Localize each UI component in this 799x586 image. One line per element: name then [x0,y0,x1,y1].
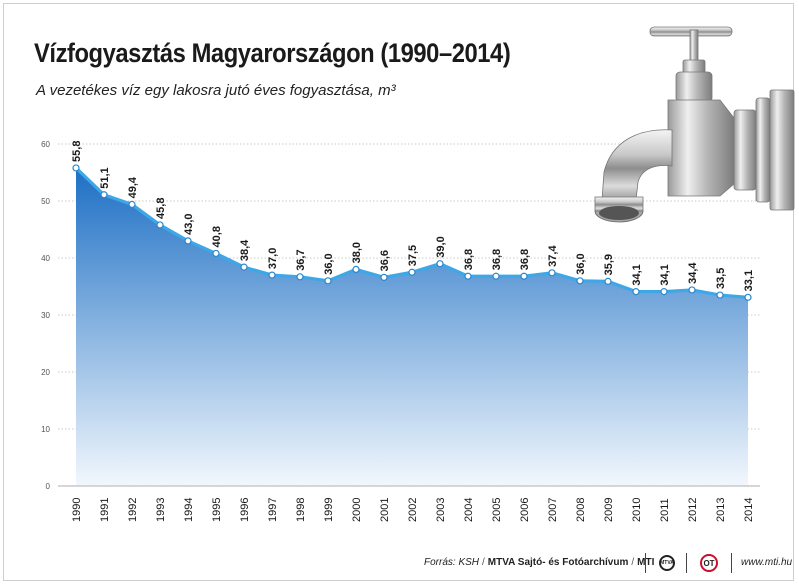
data-label: 37,4 [547,245,559,267]
x-tick-label: 2001 [379,498,391,522]
x-tick-label: 2002 [407,498,419,522]
data-point [380,273,388,281]
data-label: 33,1 [743,270,755,291]
data-point [492,272,500,280]
data-label: 34,1 [631,264,643,285]
data-point [716,291,724,299]
data-label: 39,0 [435,236,447,257]
data-label: 55,8 [71,141,83,162]
data-point [240,263,248,271]
x-tick-label: 1994 [183,498,195,522]
data-point [72,164,80,172]
x-tick-label: 2000 [351,498,363,522]
data-label: 36,0 [323,253,335,274]
source-text: Forrás: KSH [424,557,480,568]
data-point [100,191,108,199]
water-faucet-icon [594,26,795,223]
data-point [352,265,360,273]
x-tick-label: 2013 [715,498,727,522]
data-label: 36,6 [379,250,391,271]
data-point [604,277,612,285]
data-point [184,237,192,245]
data-point [436,260,444,268]
mtva-logo: MTVA [654,554,680,572]
data-point [156,221,164,229]
data-label: 36,8 [463,249,475,270]
data-point [520,272,528,280]
x-tick-label: 2010 [631,498,643,522]
y-tick-label: 20 [41,368,50,377]
x-tick-label: 2007 [547,498,559,522]
data-label: 36,8 [519,249,531,270]
data-point [268,271,276,279]
area-fill [76,167,748,486]
x-tick-label: 2008 [575,498,587,522]
data-point [408,268,416,276]
data-point [576,277,584,285]
data-label: 38,0 [351,242,363,263]
chart-title: Vízfogyasztás Magyarországon (1990–2014) [34,38,511,68]
data-point [744,293,752,301]
x-tick-label: 2004 [463,498,475,522]
website-text: www.mti.hu [741,557,793,568]
x-tick-label: 1995 [211,498,223,522]
y-tick-label: 10 [41,425,50,434]
footer-divider [731,553,732,573]
x-tick-label: 2012 [687,498,699,522]
x-tick-label: 2009 [603,498,615,522]
data-point [688,286,696,294]
data-label: 45,8 [155,198,167,219]
x-tick-label: 1998 [295,498,307,522]
y-tick-label: 0 [46,482,51,491]
x-tick-label: 1996 [239,498,251,522]
data-label: 33,5 [715,268,727,289]
y-tick-label: 30 [41,311,50,320]
y-tick-label: 60 [41,140,50,149]
data-label: 34,4 [687,262,699,284]
data-label: 51,1 [99,167,111,188]
ot-logo: OT [694,554,724,572]
chart-frame [3,3,794,581]
data-label: 36,8 [491,249,503,270]
data-label: 43,0 [183,213,195,234]
data-point [212,249,220,258]
x-tick-label: 1991 [99,498,111,522]
x-tick-label: 1993 [155,498,167,522]
data-point [548,269,556,277]
x-tick-label: 2011 [659,498,671,522]
data-point [296,273,304,281]
data-label: 37,5 [407,245,419,266]
data-point [128,200,136,209]
data-label: 36,7 [295,249,307,270]
agency-text: MTVA Sajtó- és Fotóarchívum [487,557,629,568]
x-tick-label: 2003 [435,498,447,522]
y-tick-label: 40 [41,254,50,263]
x-tick-label: 2005 [491,498,503,522]
x-tick-label: 1999 [323,498,335,522]
footer-divider [645,553,646,573]
data-label: 40,8 [211,226,223,247]
x-tick-label: 1990 [71,498,83,522]
data-label: 38,4 [239,239,251,261]
data-point [660,288,668,296]
data-label: 37,0 [267,248,279,269]
data-label: 49,4 [127,176,139,198]
x-tick-label: 1992 [127,498,139,522]
data-point [464,272,472,280]
data-point [324,277,332,285]
data-label: 35,9 [603,254,615,275]
x-tick-label: 2006 [519,498,531,522]
x-tick-label: 1997 [267,498,279,522]
y-tick-label: 50 [41,197,50,206]
chart-subtitle: A vezetékes víz egy lakosra jutó éves fo… [36,82,396,99]
footer-divider [686,553,687,573]
data-point [632,288,640,296]
data-label: 34,1 [659,264,671,285]
data-label: 36,0 [575,253,587,274]
chart-footer: Forrás: KSH / MTVA Sajtó- és Fotóarchívum /… [424,557,654,568]
x-tick-label: 2014 [743,498,755,522]
